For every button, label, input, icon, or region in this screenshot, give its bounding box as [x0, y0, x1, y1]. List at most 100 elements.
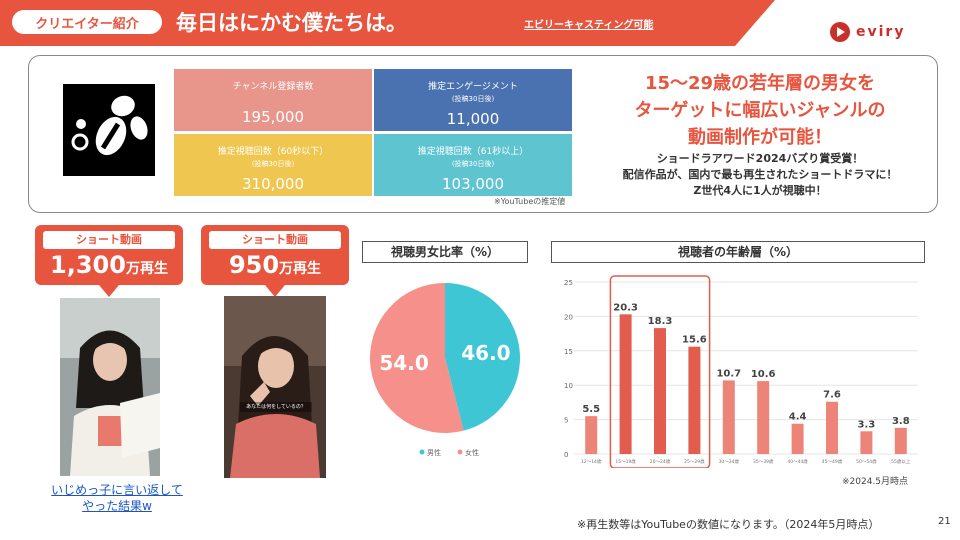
y-tick-label: 25: [564, 279, 573, 287]
bar-value-label: 10.6: [751, 369, 776, 380]
thumbnail-girl-thinking: [224, 296, 326, 478]
stat-card: 推定視聴回数（61秒以上） (投稿30日後) 103,000: [374, 134, 572, 196]
video-views-badge: ショート動画 1,300万再生: [35, 225, 183, 297]
age-bar-chart: 0 5 10 15 20 25 5.5 12〜14歳 20.3 15〜19歳 18.3 20〜24歳…: [564, 275, 918, 468]
desc-line: ショードラアワード2024バズり賞受賞！: [656, 152, 864, 165]
bar-value-label: 3.8: [892, 416, 910, 427]
x-tick-label: 55歳以上: [891, 458, 911, 465]
desc-line: Z世代4人に1人が視聴中！: [693, 184, 827, 197]
thumbnail-girl-reading: [60, 298, 160, 476]
gender-title: 視聴男女比率（%）: [362, 241, 528, 263]
video-thumbnail[interactable]: あなたは何をしているの？: [224, 296, 326, 478]
bar-value-label: 7.6: [823, 390, 841, 401]
x-tick-label: 15〜19歳: [615, 458, 636, 465]
stat-value: 103,000: [441, 175, 505, 193]
page-title: 毎日はにかむ僕たちは。: [176, 11, 407, 35]
y-tick-label: 0: [564, 451, 568, 459]
bar-value-label: 18.3: [648, 316, 673, 327]
views-number: 950: [228, 251, 280, 279]
video-title-line: やった結果w: [82, 499, 152, 513]
x-tick-label: 35〜39歳: [753, 458, 774, 465]
age-title: 視聴者の年齢層（%）: [551, 241, 925, 263]
catch-line: ターゲットに幅広いジャンルの: [634, 100, 886, 121]
pie-slice-0: [445, 283, 520, 431]
badge-label: ショート動画: [209, 231, 341, 249]
bar-value-label: 10.7: [716, 368, 741, 379]
y-tick-label: 10: [564, 382, 573, 390]
play-icon: [830, 22, 850, 42]
x-tick-label: 20〜24歳: [650, 458, 671, 465]
age-bar: [722, 380, 735, 454]
legend-swatch: [457, 449, 463, 455]
video-title-link[interactable]: いじめっ子に言い返して やった結果w: [44, 482, 190, 514]
x-tick-label: 45〜49歳: [822, 458, 843, 465]
bar-value-label: 15.6: [682, 335, 707, 346]
footer-note: ※再生数等はYouTubeの数値になります。（2024年5月時点）: [577, 518, 880, 531]
legend-swatch: [419, 449, 425, 455]
bar-value-label: 3.3: [858, 419, 876, 430]
views-count: 950万再生: [201, 251, 349, 279]
stat-value: 310,000: [241, 175, 305, 193]
stat-card: チャンネル登録者数 195,000: [174, 69, 372, 131]
legend-label: 男性: [427, 448, 441, 457]
catch-line: 15〜29歳の若年層の男女を: [644, 73, 876, 94]
age-bar: [585, 416, 598, 454]
bar-value-label: 5.5: [582, 404, 600, 415]
stat-label: チャンネル登録者数: [232, 82, 314, 92]
catch-copy: 15〜29歳の若年層の男女を ターゲットに幅広いジャンルの 動画制作が可能！: [600, 70, 920, 151]
x-tick-label: 12〜14歳: [581, 458, 602, 465]
stat-card: 推定エンゲージメント (投稿30日後) 11,000: [374, 69, 572, 131]
gender-pie-chart: 46.0 54.0 男性 女性: [370, 283, 520, 457]
stat-label: 推定視聴回数（60秒以下）: [217, 147, 329, 157]
video-views-badge: ショート動画 950万再生: [201, 225, 349, 297]
views-unit: 万再生: [279, 261, 322, 277]
section-tag: クリエイター紹介: [12, 10, 162, 34]
age-bar: [619, 314, 632, 454]
y-tick-label: 5: [564, 417, 568, 425]
views-number: 1,300: [50, 251, 126, 279]
desc-line: 配信作品が、国内で最も再生されたショートドラマに！: [622, 168, 898, 181]
age-bar: [826, 401, 838, 454]
pie-value-label: 46.0: [461, 341, 510, 365]
video-thumbnail[interactable]: [60, 298, 160, 476]
age-bar: [688, 346, 701, 454]
badge-label: ショート動画: [43, 231, 175, 249]
stat-sub: (投稿30日後): [451, 95, 495, 103]
stat-card: 推定視聴回数（60秒以下） (投稿30日後) 310,000: [174, 134, 372, 196]
stats-note: ※YouTubeの推定値: [494, 197, 566, 206]
x-tick-label: 50〜54歳: [856, 458, 877, 465]
age-bar: [654, 328, 666, 454]
age-bar: [894, 427, 907, 454]
age-bar: [860, 431, 873, 454]
highlight-frame: [609, 275, 711, 468]
thumbnail-caption: あなたは何をしているの？: [246, 404, 306, 410]
page-number: 21: [938, 516, 951, 527]
y-tick-label: 20: [564, 313, 573, 321]
x-tick-label: 30〜34歳: [719, 458, 740, 465]
views-unit: 万再生: [125, 261, 168, 277]
pie-value-label: 54.0: [379, 351, 428, 375]
channel-logo: [63, 84, 155, 176]
catch-description: ショードラアワード2024バズり賞受賞！ 配信作品が、国内で最も再生されたショー…: [600, 151, 920, 199]
pie-slice-1: [370, 283, 464, 433]
age-bar: [757, 381, 770, 454]
legend-label: 女性: [465, 448, 479, 457]
logo-text: eviry: [856, 24, 906, 40]
views-count: 1,300万再生: [35, 251, 183, 279]
y-tick-label: 15: [564, 348, 573, 356]
casting-link[interactable]: エビリーキャスティング可能: [524, 20, 654, 31]
video-title-line: いじめっ子に言い返して: [51, 483, 183, 497]
age-bar: [791, 423, 804, 454]
channel-logo-icon: [71, 95, 148, 156]
stat-sub: (投稿30日後): [451, 160, 495, 168]
bar-value-label: 20.3: [613, 302, 638, 313]
eviry-logo: eviry: [830, 22, 905, 42]
catch-line: 動画制作が可能！: [688, 127, 832, 148]
stat-label: 推定視聴回数（61秒以上）: [417, 147, 529, 157]
x-tick-label: 40〜44歳: [787, 458, 808, 465]
stat-value: 11,000: [446, 110, 500, 128]
x-tick-label: 25〜29歳: [684, 458, 705, 465]
bar-value-label: 4.4: [789, 412, 807, 423]
stat-value: 195,000: [241, 108, 305, 126]
chart-date-note: ※2024.5月時点: [842, 477, 909, 487]
